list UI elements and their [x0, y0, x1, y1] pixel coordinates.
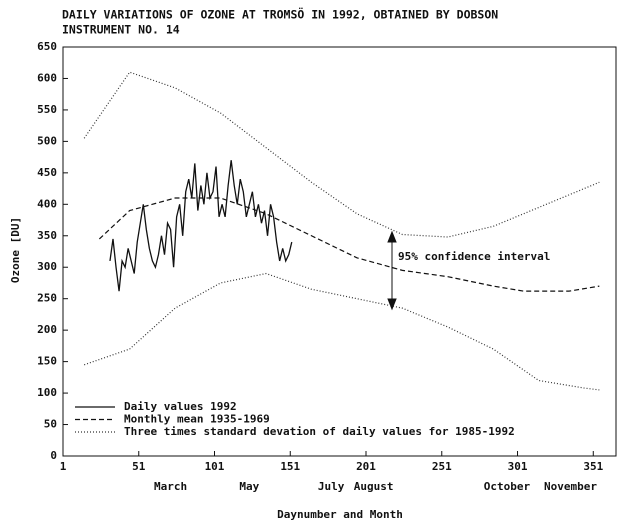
x-tick-label: 101: [205, 460, 225, 473]
month-label: August: [354, 480, 394, 493]
y-tick-label: 650: [37, 40, 57, 53]
month-label: November: [544, 480, 597, 493]
y-tick-label: 100: [37, 386, 57, 399]
month-label: October: [484, 480, 531, 493]
x-tick-label: 301: [508, 460, 528, 473]
y-tick-label: 50: [44, 418, 57, 431]
y-tick-label: 500: [37, 134, 57, 147]
y-tick-label: 0: [50, 449, 57, 462]
x-tick-label: 1: [60, 460, 67, 473]
month-label: May: [239, 480, 259, 493]
x-tick-label: 51: [132, 460, 146, 473]
plot-frame: [62, 46, 617, 457]
y-tick-label: 250: [37, 292, 57, 305]
y-tick-label: 300: [37, 260, 57, 273]
x-tick-label: 151: [280, 460, 300, 473]
series-line: [98, 197, 600, 292]
x-tick-label: 201: [356, 460, 376, 473]
arrow: [387, 230, 397, 311]
month-label: July: [318, 480, 345, 493]
legend-label: Monthly mean 1935-1969: [124, 413, 270, 426]
y-axis-label: Ozone [DU]: [9, 217, 22, 283]
series-line: [109, 160, 293, 292]
y-tick-label: 350: [37, 229, 57, 242]
x-tick-label: 251: [432, 460, 452, 473]
y-tick-label: 150: [37, 355, 57, 368]
x-tick-label: 351: [583, 460, 603, 473]
annotation: 95% confidence interval: [398, 250, 550, 263]
month-label: March: [154, 480, 187, 493]
y-tick-label: 400: [37, 197, 57, 210]
y-tick-label: 450: [37, 166, 57, 179]
legend-label: Daily values 1992: [124, 400, 237, 413]
y-tick-label: 600: [37, 71, 57, 84]
chart-title: INSTRUMENT NO. 14: [62, 23, 180, 37]
y-tick-label: 200: [37, 323, 57, 336]
x-axis-label: Daynumber and Month: [277, 508, 403, 521]
series-line: [83, 71, 600, 238]
y-tick-label: 550: [37, 103, 57, 116]
chart-title: DAILY VARIATIONS OF OZONE AT TROMSÖ IN 1…: [62, 7, 498, 22]
legend-label: Three times standard devation of daily v…: [124, 425, 515, 438]
